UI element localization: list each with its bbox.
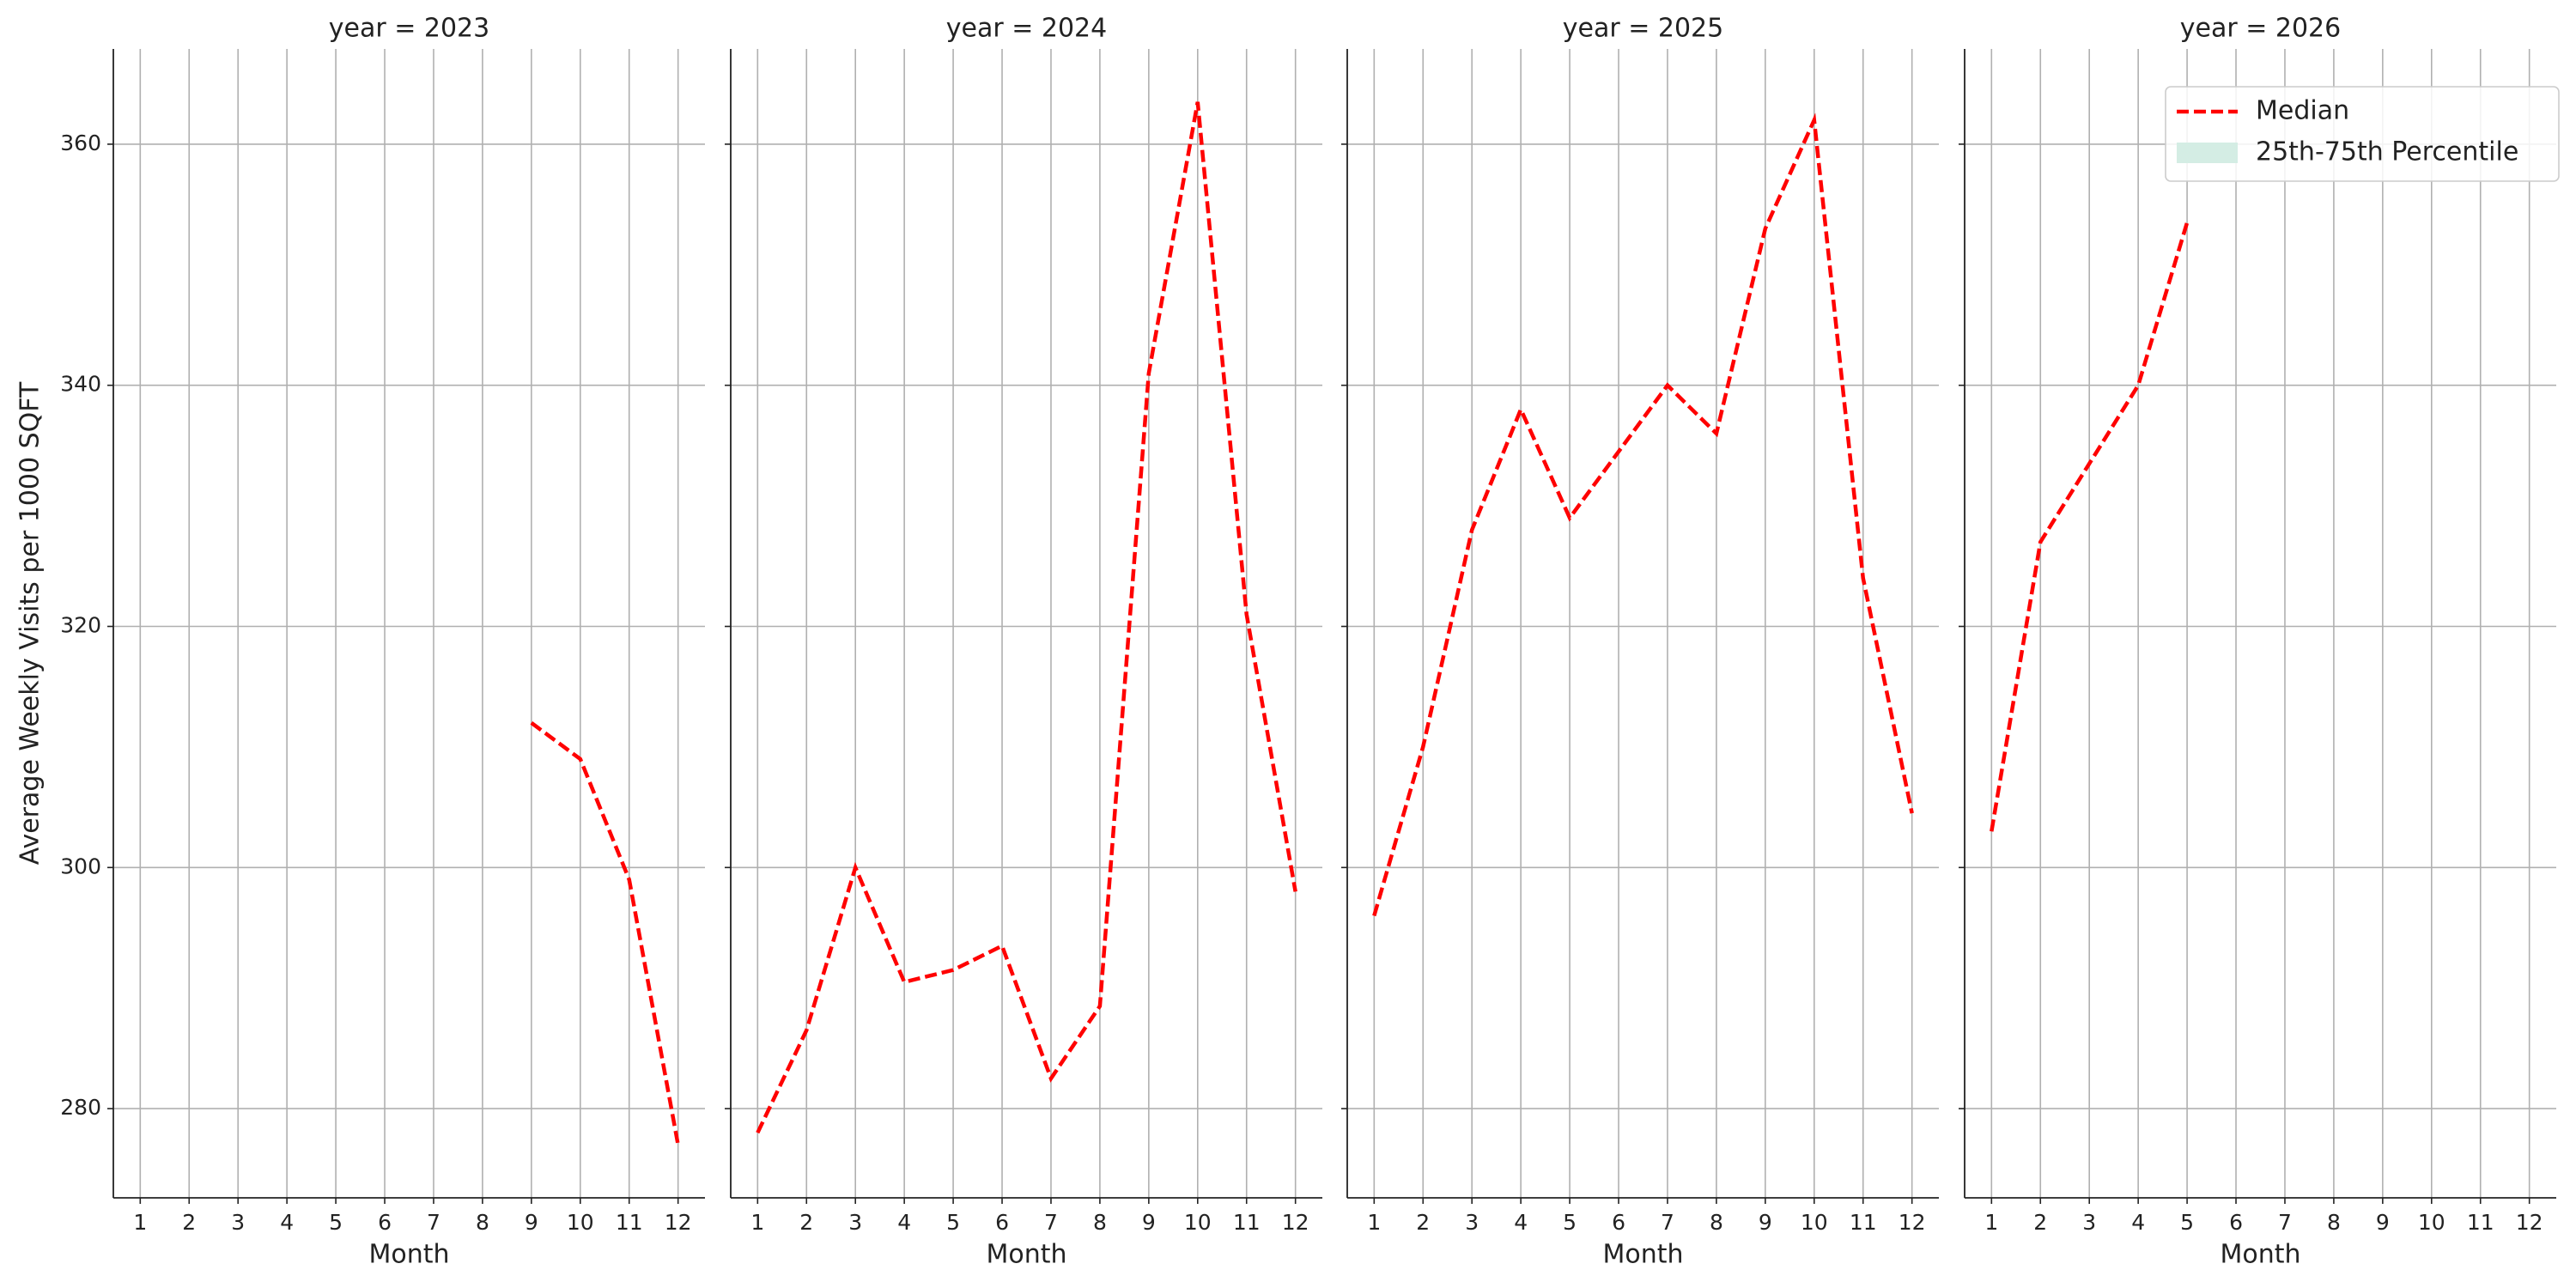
x-tick-label: 7: [1044, 1210, 1058, 1235]
x-tick-label: 10: [1801, 1210, 1828, 1235]
x-tick-label: 12: [1282, 1210, 1309, 1235]
x-tick-label: 7: [427, 1210, 440, 1235]
x-tick-label: 6: [1612, 1210, 1625, 1235]
median-line: [756, 101, 1297, 1134]
x-tick-label: 3: [848, 1210, 862, 1235]
panel-title: year = 2026: [2180, 14, 2342, 44]
y-axis-label: Average Weekly Visits per 1000 SQFT: [15, 381, 46, 865]
panel-title: year = 2024: [946, 14, 1108, 44]
x-axis-label: Month: [986, 1240, 1066, 1270]
x-tick-label: 7: [2278, 1210, 2292, 1235]
x-axis-label: Month: [1602, 1240, 1683, 1270]
y-tick-label: 340: [60, 372, 101, 397]
x-tick-label: 4: [897, 1210, 911, 1235]
x-axis-label: Month: [368, 1240, 449, 1270]
x-tick-label: 4: [280, 1210, 294, 1235]
x-tick-label: 5: [1563, 1210, 1577, 1235]
x-tick-label: 2: [1416, 1210, 1430, 1235]
x-tick-label: 10: [1184, 1210, 1212, 1235]
x-tick-label: 3: [2082, 1210, 2096, 1235]
x-tick-label: 8: [1710, 1210, 1723, 1235]
legend-patch: [2177, 143, 2238, 163]
legend-label: Median: [2256, 96, 2349, 126]
x-tick-label: 4: [2131, 1210, 2145, 1235]
median-line: [1372, 112, 1914, 917]
median-line: [1990, 222, 2190, 832]
x-tick-label: 4: [1514, 1210, 1528, 1235]
x-tick-label: 9: [1759, 1210, 1772, 1235]
x-tick-label: 5: [946, 1210, 960, 1235]
x-tick-label: 8: [1093, 1210, 1107, 1235]
x-tick-label: 9: [2376, 1210, 2390, 1235]
x-axis-label: Month: [2220, 1240, 2300, 1270]
panel-title: year = 2025: [1563, 14, 1724, 44]
x-tick-label: 3: [1465, 1210, 1479, 1235]
x-tick-label: 2: [799, 1210, 813, 1235]
x-tick-label: 6: [995, 1210, 1009, 1235]
x-tick-label: 5: [2180, 1210, 2194, 1235]
x-tick-label: 6: [378, 1210, 392, 1235]
x-tick-label: 9: [525, 1210, 538, 1235]
x-tick-label: 10: [2418, 1210, 2445, 1235]
x-tick-label: 9: [1142, 1210, 1156, 1235]
x-tick-label: 8: [476, 1210, 489, 1235]
x-tick-label: 5: [329, 1210, 343, 1235]
x-tick-label: 12: [1899, 1210, 1926, 1235]
x-tick-label: 1: [133, 1210, 147, 1235]
legend-label: 25th-75th Percentile: [2256, 137, 2518, 167]
x-tick-label: 7: [1661, 1210, 1674, 1235]
y-tick-label: 360: [60, 131, 101, 155]
x-tick-label: 10: [567, 1210, 594, 1235]
median-line: [530, 721, 680, 1145]
x-tick-label: 2: [2033, 1210, 2047, 1235]
legend-box: [2165, 86, 2560, 182]
x-tick-label: 2: [182, 1210, 196, 1235]
y-tick-label: 280: [60, 1095, 101, 1120]
x-tick-label: 6: [2229, 1210, 2243, 1235]
x-tick-label: 1: [750, 1210, 764, 1235]
x-tick-label: 11: [2467, 1210, 2494, 1235]
x-tick-label: 8: [2327, 1210, 2341, 1235]
panel-title: year = 2023: [329, 14, 490, 44]
y-tick-label: 300: [60, 854, 101, 878]
x-tick-label: 12: [665, 1210, 692, 1235]
x-tick-label: 3: [231, 1210, 245, 1235]
x-tick-label: 1: [1984, 1210, 1998, 1235]
x-tick-label: 11: [1850, 1210, 1877, 1235]
x-tick-label: 11: [616, 1210, 643, 1235]
x-tick-label: 11: [1233, 1210, 1261, 1235]
x-tick-label: 12: [2516, 1210, 2543, 1235]
y-tick-label: 320: [60, 613, 101, 638]
x-tick-label: 1: [1367, 1210, 1381, 1235]
